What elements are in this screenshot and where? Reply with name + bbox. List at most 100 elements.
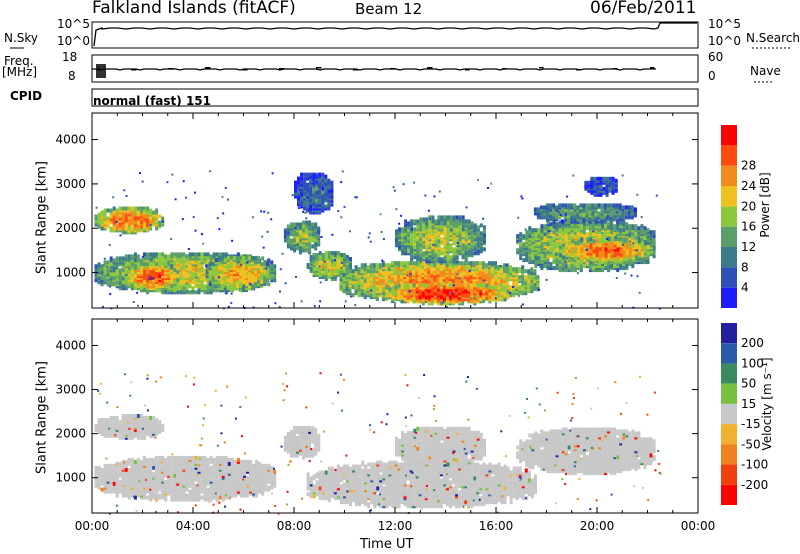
heatmap-cell	[463, 261, 467, 266]
heatmap-cell	[251, 284, 255, 289]
heatmap-cell	[397, 261, 400, 266]
heatmap-cell	[567, 203, 571, 208]
nave-point	[503, 68, 505, 70]
heatmap-cell	[112, 218, 116, 223]
heatmap-cell	[146, 218, 149, 223]
heatmap-cell	[497, 285, 501, 290]
nave-tick-top: 60	[708, 50, 724, 64]
nave-point	[319, 67, 321, 69]
heatmap-cell	[97, 212, 101, 217]
heatmap-cell	[470, 251, 474, 256]
heatmap-cell	[479, 231, 483, 236]
heatmap-cell	[579, 226, 583, 231]
heatmap-cell	[100, 270, 104, 275]
heatmap-cell	[351, 277, 355, 282]
heatmap-cell	[567, 217, 571, 222]
heatmap-cell	[161, 252, 165, 257]
nave-point	[279, 68, 281, 70]
heatmap-cell	[500, 287, 504, 292]
heatmap-cell	[582, 226, 586, 231]
heatmap-cell	[257, 270, 261, 275]
heatmap-cell	[267, 258, 271, 263]
heatmap-cell	[140, 258, 143, 263]
heatmap-cell	[217, 280, 221, 285]
nave-point	[504, 68, 506, 70]
nsearch-label: N.Search	[746, 31, 800, 45]
heatmap-cell	[446, 227, 450, 232]
nave-point	[391, 68, 393, 70]
heatmap-cell	[226, 286, 230, 291]
heatmap-cell	[412, 261, 416, 266]
heatmap-cell	[479, 291, 483, 296]
heatmap-cell	[103, 278, 107, 283]
heatmap-cell	[622, 220, 626, 225]
nave-point	[133, 69, 135, 71]
heatmap-cell	[194, 252, 198, 257]
heatmap-cell	[127, 220, 131, 225]
heatmap-cell	[561, 203, 565, 208]
freq-label: Freq.	[4, 54, 34, 68]
heatmap-cell	[155, 252, 159, 257]
heatmap-cell	[161, 216, 165, 221]
heatmap-cell	[324, 263, 328, 267]
heatmap-cell	[443, 255, 447, 260]
heatmap-cell	[564, 264, 568, 269]
heatmap-cell	[416, 225, 420, 230]
heatmap-cell	[176, 270, 180, 275]
heatmap-cell	[430, 301, 434, 306]
heatmap-cell	[97, 262, 101, 267]
heatmap-cell	[109, 208, 113, 213]
heatmap-cell	[427, 267, 431, 272]
heatmap-cell	[610, 237, 614, 242]
heatmap-cell	[530, 279, 534, 284]
heatmap-cell	[140, 266, 143, 271]
heatmap-cell	[425, 243, 429, 248]
beam-label: Beam 12	[355, 0, 423, 18]
heatmap-cell	[571, 243, 575, 248]
heatmap-cell	[598, 228, 601, 233]
heatmap-cell	[466, 283, 470, 288]
nave-point	[502, 68, 504, 70]
heatmap-cell	[576, 205, 580, 210]
heatmap-cell	[121, 214, 125, 219]
heatmap-cell	[124, 276, 128, 281]
heatmap-cell	[528, 252, 532, 257]
heatmap-cell	[179, 252, 183, 257]
heatmap-cell	[124, 216, 128, 221]
heatmap-cell	[409, 291, 413, 296]
heatmap-cell	[130, 270, 134, 275]
nave-point	[650, 67, 652, 69]
heatmap-cell	[115, 256, 119, 261]
heatmap-cell	[482, 225, 486, 230]
heatmap-cell	[127, 206, 131, 211]
nave-point	[283, 68, 285, 70]
heatmap-cell	[296, 222, 299, 227]
heatmap-cell	[223, 276, 227, 281]
heatmap-cell	[539, 205, 543, 210]
heatmap-cell	[644, 241, 647, 246]
heatmap-cell	[146, 252, 149, 257]
heatmap-cell	[613, 259, 617, 264]
heatmap-cell	[583, 239, 587, 244]
heatmap-cell	[404, 219, 408, 224]
heatmap-cell	[406, 261, 410, 266]
heatmap-cell	[124, 254, 128, 259]
heatmap-cell	[398, 227, 401, 232]
heatmap-cell	[440, 247, 444, 252]
nave-point	[245, 69, 247, 71]
heatmap-cell	[103, 220, 107, 225]
heatmap-cell	[592, 266, 595, 271]
heatmap-cell	[346, 255, 349, 259]
heatmap-cell	[115, 262, 119, 267]
freq-startup-block	[96, 64, 106, 78]
heatmap-cell	[470, 299, 474, 304]
heatmap-cell	[470, 283, 474, 288]
heatmap-cell	[409, 285, 413, 290]
heatmap-cell	[267, 282, 271, 287]
heatmap-cell	[229, 256, 233, 261]
nave-point	[282, 68, 284, 70]
heatmap-cell	[324, 267, 328, 271]
heatmap-cell	[401, 233, 405, 238]
heatmap-cell	[449, 255, 453, 260]
heatmap-cell	[445, 263, 449, 268]
